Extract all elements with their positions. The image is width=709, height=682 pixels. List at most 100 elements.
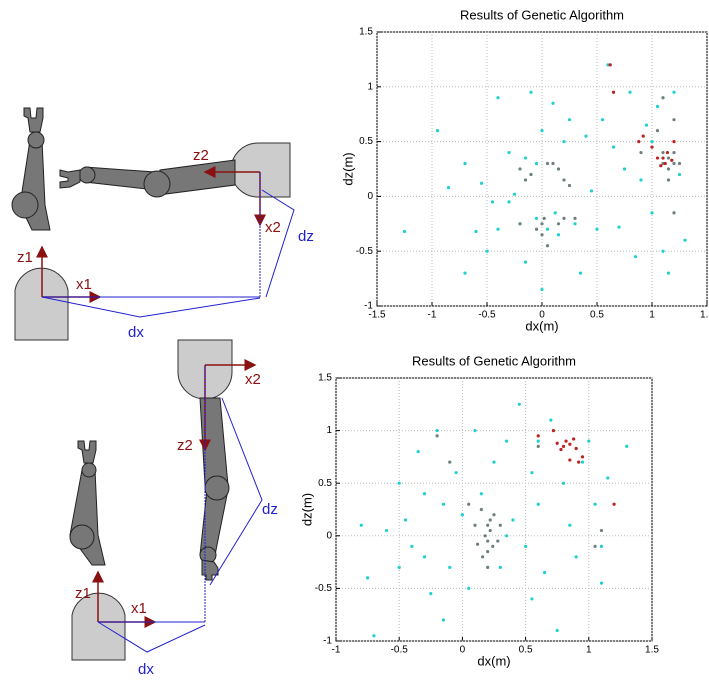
data-point	[511, 518, 514, 521]
data-point	[480, 492, 483, 495]
data-point	[491, 200, 494, 203]
data-point	[549, 418, 552, 421]
data-point	[546, 228, 549, 231]
data-point	[535, 162, 538, 165]
data-point	[639, 151, 642, 154]
data-point	[442, 618, 445, 621]
data-point	[625, 445, 628, 448]
dimension-label: dx	[138, 661, 154, 678]
data-point	[540, 233, 543, 236]
data-point	[661, 250, 664, 253]
data-point	[672, 91, 675, 94]
y-tick-label: 0.5	[318, 478, 332, 489]
data-point	[556, 442, 559, 445]
data-point	[505, 534, 508, 537]
x-tick-label: 1	[586, 645, 592, 656]
data-point	[661, 151, 664, 154]
data-point	[678, 162, 681, 165]
axis-label: z2	[177, 437, 193, 454]
data-point	[480, 182, 483, 185]
y-tick-label: 0.5	[359, 136, 373, 147]
data-point	[496, 96, 499, 99]
data-point	[575, 447, 578, 450]
data-point	[448, 461, 451, 464]
data-point	[436, 129, 439, 132]
data-point	[634, 255, 637, 258]
axis-label: x1	[131, 600, 147, 617]
data-point	[568, 184, 571, 187]
data-point	[650, 145, 653, 148]
data-point	[447, 186, 450, 189]
data-point	[645, 124, 648, 127]
data-point	[656, 129, 659, 132]
data-point	[486, 539, 489, 542]
data-point	[678, 173, 681, 176]
data-point	[581, 455, 584, 458]
data-point	[656, 156, 659, 159]
data-point	[612, 91, 615, 94]
axis-label: x1	[76, 276, 92, 293]
y-axis-label: dz(m)	[340, 152, 355, 185]
data-point	[628, 91, 631, 94]
data-point	[535, 228, 538, 231]
data-point	[568, 524, 571, 527]
data-point	[672, 140, 675, 143]
chart-title: Results of Genetic Algorithm	[412, 353, 576, 368]
dimension-label: dz	[262, 501, 278, 518]
data-point	[529, 173, 532, 176]
data-point	[474, 230, 477, 233]
data-point	[572, 437, 575, 440]
data-point	[667, 178, 670, 181]
data-point	[537, 440, 540, 443]
axis-label: z2	[193, 147, 209, 164]
data-point	[590, 189, 593, 192]
x-tick-label: 0.5	[519, 645, 533, 656]
y-tick-label: 1.5	[359, 27, 373, 38]
data-point	[518, 167, 521, 170]
data-point	[623, 167, 626, 170]
axis-label: z1	[75, 585, 91, 602]
x-axis-label: dx(m)	[477, 653, 510, 668]
data-point	[524, 156, 527, 159]
data-point	[551, 102, 554, 105]
data-point	[448, 566, 451, 569]
data-point	[436, 429, 439, 432]
plot-area	[336, 378, 652, 641]
data-point	[562, 445, 565, 448]
data-point	[540, 288, 543, 291]
data-point	[573, 222, 576, 225]
data-point	[486, 524, 489, 527]
x-tick-label: 1.5	[645, 645, 659, 656]
data-point	[562, 178, 565, 181]
data-point	[530, 471, 533, 474]
data-point	[454, 471, 457, 474]
y-tick-label: 0	[326, 530, 332, 541]
data-point	[398, 566, 401, 569]
data-point	[366, 576, 369, 579]
data-point	[577, 461, 580, 464]
data-point	[606, 476, 609, 479]
data-point	[562, 140, 565, 143]
data-point	[666, 151, 669, 154]
axis-label: x2	[245, 371, 261, 388]
data-point	[546, 244, 549, 247]
data-point	[398, 482, 401, 485]
data-point	[642, 135, 645, 138]
dimension-label: dx	[128, 324, 144, 341]
data-point	[672, 211, 675, 214]
data-point	[612, 145, 615, 148]
data-point	[650, 211, 653, 214]
data-point	[473, 429, 476, 432]
data-point	[594, 503, 597, 506]
data-point	[537, 503, 540, 506]
axis-label: z1	[17, 249, 33, 266]
data-point	[661, 156, 664, 159]
data-point	[568, 118, 571, 121]
data-point	[609, 63, 612, 66]
data-point	[568, 458, 571, 461]
x-tick-label: -0.5	[391, 645, 409, 656]
x-tick-label: 0	[460, 645, 466, 656]
data-point	[535, 217, 538, 220]
data-point	[442, 503, 445, 506]
data-point	[562, 482, 565, 485]
